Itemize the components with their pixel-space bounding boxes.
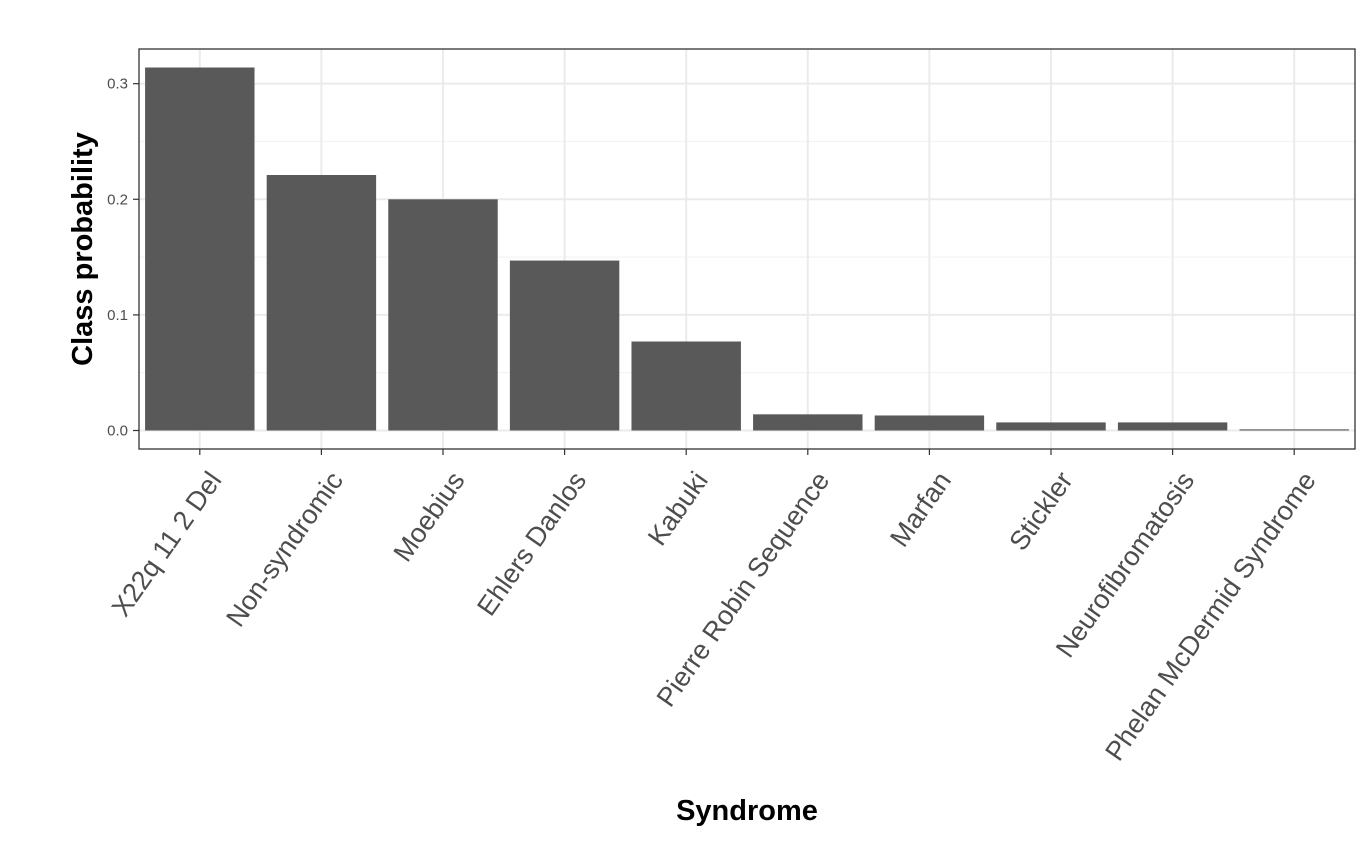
bar-kabuki xyxy=(631,341,741,431)
x-tick-label-stickler: Stickler xyxy=(1003,466,1078,556)
x-tick-label-non-syndromic: Non-syndromic xyxy=(220,466,349,632)
bar-pierre-robin-sequence xyxy=(753,414,863,431)
x-tick-label-moebius: Moebius xyxy=(388,466,471,567)
bar-ehlers-danlos xyxy=(509,260,620,431)
panel-border xyxy=(138,48,1356,450)
y-axis: 0.0 0.1 0.2 0.3 xyxy=(107,76,139,440)
y-tick-label: 0.0 xyxy=(107,423,128,440)
x-tick-label-ehlers-danlos: Ehlers Danlos xyxy=(471,466,592,621)
y-tick-label: 0.1 xyxy=(107,307,128,324)
x-tick-label-x22q-11-2-del: X22q 11 2 Del xyxy=(106,466,228,622)
bar-stickler xyxy=(996,422,1106,431)
x-tick-label-phelan-mcdermid-syndrome: Phelan McDermid Syndrome xyxy=(1099,466,1322,766)
bars-layer xyxy=(145,67,1349,431)
bar-x22q-11-2-del xyxy=(145,67,255,431)
bar-marfan xyxy=(874,415,985,431)
y-tick-label: 0.3 xyxy=(107,76,128,93)
y-tick-label: 0.2 xyxy=(107,191,128,208)
y-axis-title: Class probability xyxy=(67,132,99,366)
x-tick-label-kabuki: Kabuki xyxy=(642,466,714,551)
x-tick-label-marfan: Marfan xyxy=(884,466,957,552)
bar-non-syndromic xyxy=(266,175,377,431)
bar-neurofibromatosis xyxy=(1117,422,1228,431)
bar-phelan-mcdermid-syndrome xyxy=(1239,429,1349,431)
bar-moebius xyxy=(388,199,498,431)
x-tick-label-neurofibromatosis: Neurofibromatosis xyxy=(1050,466,1200,663)
x-axis-title: Syndrome xyxy=(676,795,818,827)
